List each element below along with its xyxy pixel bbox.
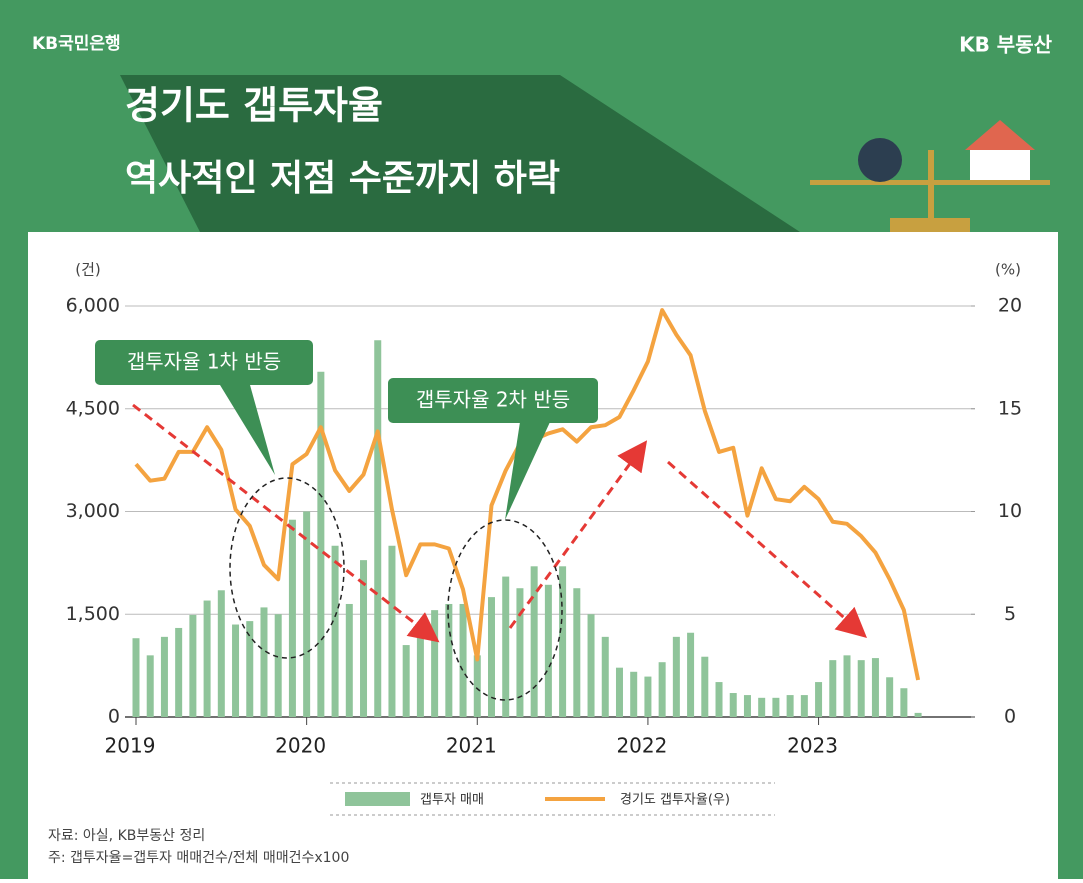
y2-tick-label: 15 <box>998 397 1022 419</box>
bar <box>672 636 680 717</box>
bar <box>871 658 879 717</box>
bar <box>360 560 368 717</box>
bar <box>800 695 808 717</box>
bar <box>772 697 780 717</box>
y-tick-label: 3,000 <box>66 500 120 522</box>
bar <box>644 676 652 717</box>
bar <box>416 634 424 717</box>
panel <box>28 232 1058 879</box>
annotation: 갭투자율 2차 반등 <box>416 388 570 412</box>
bar <box>786 695 794 717</box>
bar <box>530 566 538 717</box>
x-tick-label: 2020 <box>275 734 326 758</box>
bar <box>857 660 865 717</box>
bar <box>502 576 510 717</box>
y2-tick-label: 0 <box>1004 706 1016 728</box>
source: 자료: 아실, KB부동산 정리 <box>48 828 205 844</box>
bar <box>189 614 197 717</box>
bar <box>544 584 552 717</box>
bar <box>701 656 709 717</box>
title-shadow <box>120 75 800 232</box>
x-tick-label: 2023 <box>787 734 838 758</box>
y-tick-label: 4,500 <box>66 397 120 419</box>
legend-swatch <box>345 792 410 806</box>
bar <box>630 671 638 717</box>
title: 경기도 갭투자율 <box>125 84 383 128</box>
bar <box>516 588 524 717</box>
bar <box>573 588 581 717</box>
trend-arrows <box>132 403 867 643</box>
bar <box>288 519 296 717</box>
brand-left: KB국민은행 <box>32 34 121 54</box>
bar <box>431 610 439 717</box>
x-tick-label: 2022 <box>616 734 667 758</box>
bar <box>388 545 396 717</box>
bar <box>459 603 467 717</box>
bar <box>843 655 851 717</box>
y-tick-label: 6,000 <box>66 295 120 317</box>
bar <box>160 636 168 717</box>
bar <box>758 697 766 717</box>
note: 주: 갭투자율=갭투자 매매건수/전체 매매건수x100 <box>48 850 349 866</box>
y2-tick-label: 10 <box>998 500 1022 522</box>
legend-label: 경기도 갭투자율(우) <box>620 793 730 808</box>
bar <box>815 682 823 717</box>
bar <box>559 566 567 717</box>
annotation: 갭투자율 1차 반등 <box>127 350 281 374</box>
x-tick-label: 2019 <box>105 734 156 758</box>
bar <box>601 636 609 717</box>
legend-label: 갭투자 매매 <box>420 793 484 808</box>
brand-right: KB 부동산 <box>959 33 1053 57</box>
bar <box>317 371 325 717</box>
bar <box>132 638 140 717</box>
bar <box>587 614 595 717</box>
y2-axis-unit: (%) <box>995 261 1021 279</box>
bar <box>246 621 254 717</box>
bar <box>886 677 894 717</box>
bar <box>615 667 623 717</box>
bar <box>274 614 282 717</box>
bar <box>146 655 154 717</box>
bar <box>217 590 225 717</box>
bar <box>729 693 737 717</box>
y-tick-label: 1,500 <box>66 603 120 625</box>
bar <box>331 545 339 717</box>
bar <box>829 660 837 717</box>
bar <box>914 712 922 717</box>
bar <box>687 632 695 717</box>
bar <box>445 603 453 717</box>
bar <box>743 695 751 717</box>
bar <box>175 627 183 717</box>
illustration <box>810 120 1050 232</box>
callouts: 갭투자율 1차 반등 갭투자율 2차 반등 <box>95 340 598 520</box>
y2-tick-label: 20 <box>998 295 1022 317</box>
y-tick-label: 0 <box>108 706 120 728</box>
bar <box>402 645 410 717</box>
bar <box>232 624 240 717</box>
bar <box>488 597 495 717</box>
bar <box>303 511 311 717</box>
bar <box>900 688 908 717</box>
y-axis-unit: (건) <box>75 261 101 279</box>
ellipses <box>229 477 563 701</box>
y2-tick-label: 5 <box>1004 603 1016 625</box>
x-tick-label: 2021 <box>446 734 497 758</box>
bar <box>203 600 211 717</box>
bar <box>715 682 723 717</box>
bar <box>260 607 268 717</box>
bar <box>473 655 481 717</box>
legend: 갭투자 매매 경기도 갭투자율(우) <box>345 792 730 808</box>
bar <box>374 340 382 717</box>
bar <box>345 603 353 717</box>
bar <box>658 662 666 717</box>
subtitle: 역사적인 저점 수준까지 하락 <box>125 158 560 199</box>
